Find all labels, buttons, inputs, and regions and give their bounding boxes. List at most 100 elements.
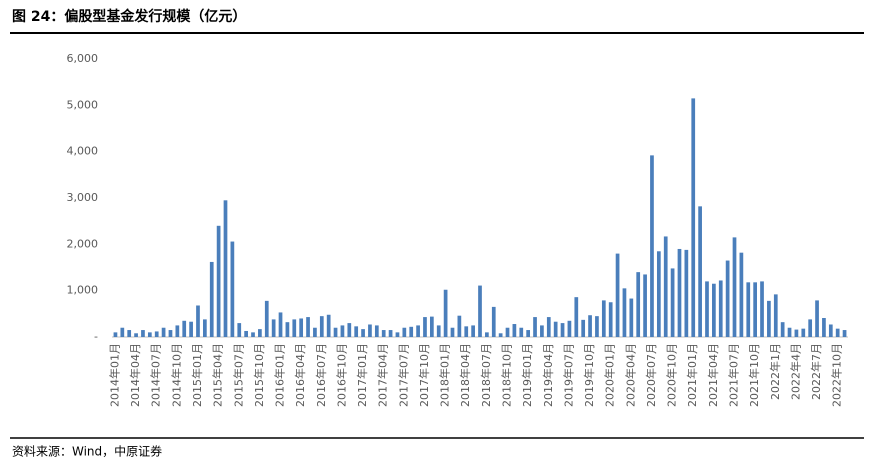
x-tick-label: 2020年04月 <box>623 343 637 407</box>
x-tick-label: 2018年10月 <box>500 343 514 407</box>
x-tick-label: 2020年10月 <box>665 343 679 407</box>
bar <box>753 282 757 337</box>
bar <box>828 324 833 337</box>
bar <box>464 326 469 337</box>
bar <box>739 252 744 337</box>
bar <box>402 327 407 337</box>
bar <box>209 261 214 337</box>
bar <box>622 288 627 337</box>
bar <box>409 326 414 337</box>
bar <box>746 282 751 337</box>
x-tick-label: 2017年07月 <box>396 343 410 407</box>
x-tick-label: 2016年07月 <box>314 343 328 407</box>
bar <box>615 253 620 337</box>
x-tick-label: 2020年07月 <box>644 343 658 407</box>
bar <box>588 315 592 337</box>
x-tick-label: 2019年07月 <box>561 343 575 407</box>
bar <box>388 330 393 337</box>
x-tick-label: 2015年10月 <box>252 343 266 407</box>
bar <box>141 330 145 337</box>
x-tick-label: 2022年7月 <box>809 343 823 400</box>
bar <box>120 327 125 337</box>
bar <box>732 237 737 337</box>
x-tick-label: 2015年01月 <box>190 343 204 407</box>
x-tick-label: 2020年01月 <box>603 343 617 407</box>
bar <box>712 283 716 337</box>
bar <box>512 324 517 337</box>
bar <box>629 298 634 337</box>
bar <box>134 333 138 337</box>
bar <box>368 324 372 337</box>
bar <box>395 332 400 337</box>
bar <box>326 314 331 337</box>
x-tick-label: 2022年4月 <box>788 343 802 400</box>
bar <box>244 330 248 337</box>
bar <box>608 302 613 337</box>
bar <box>567 320 572 337</box>
chart-title: 图 24：偏股型基金发行规模（亿元） <box>12 8 246 25</box>
bar <box>526 330 531 337</box>
x-tick-label: 2022年10月 <box>830 343 844 407</box>
x-tick-label: 2017年01月 <box>355 343 369 407</box>
bar <box>168 330 173 337</box>
bar <box>251 332 255 337</box>
bar <box>691 98 696 337</box>
bar <box>767 300 771 337</box>
bar <box>113 332 118 337</box>
x-tick-label: 2014年10月 <box>169 343 183 407</box>
x-tick-label: 2018年04月 <box>458 343 472 407</box>
bar <box>815 300 819 337</box>
x-tick-label: 2016年01月 <box>273 343 287 407</box>
bar <box>519 327 524 337</box>
bar <box>354 326 359 337</box>
bar <box>154 331 159 337</box>
bar <box>581 319 586 337</box>
bar <box>835 328 840 337</box>
bar <box>546 317 551 337</box>
bar <box>416 325 420 337</box>
y-tick-label: 4,000 <box>67 145 99 158</box>
bar <box>656 251 661 337</box>
x-tick-label: 2018年01月 <box>438 343 452 407</box>
bar <box>230 241 235 337</box>
bar <box>760 281 764 337</box>
bar <box>705 281 709 337</box>
x-tick-label: 2021年07月 <box>727 343 741 407</box>
bar <box>540 325 544 337</box>
bar <box>423 317 427 337</box>
bar <box>313 327 317 337</box>
x-tick-label: 2014年07月 <box>149 343 163 407</box>
x-tick-label: 2014年04月 <box>128 343 142 407</box>
bar <box>684 249 689 337</box>
bar <box>698 206 702 337</box>
x-tick-label: 2022年1月 <box>768 343 782 400</box>
bar <box>278 312 283 337</box>
x-tick-label: 2015年07月 <box>231 343 245 407</box>
bar <box>147 332 152 337</box>
x-tick-label: 2019年01月 <box>520 343 534 407</box>
bar <box>381 330 386 337</box>
bar <box>203 319 207 337</box>
bar <box>471 325 475 337</box>
bar <box>643 274 647 337</box>
bar <box>347 323 352 337</box>
bar <box>533 317 537 337</box>
x-tick-label: 2021年04月 <box>706 343 720 407</box>
bar <box>161 327 166 337</box>
bar <box>457 315 462 337</box>
bar <box>574 297 579 337</box>
x-tick-label: 2019年04月 <box>541 343 555 407</box>
bar <box>306 317 310 337</box>
bar <box>450 327 455 337</box>
bar <box>808 319 813 337</box>
bar <box>443 289 448 337</box>
bar <box>725 260 730 337</box>
bar <box>237 323 242 337</box>
bar <box>560 323 565 337</box>
x-tick-label: 2019年10月 <box>582 343 596 407</box>
y-tick-label: 2,000 <box>67 237 99 250</box>
y-tick-label: 5,000 <box>67 98 99 111</box>
bar <box>299 318 304 337</box>
bar <box>595 316 599 337</box>
